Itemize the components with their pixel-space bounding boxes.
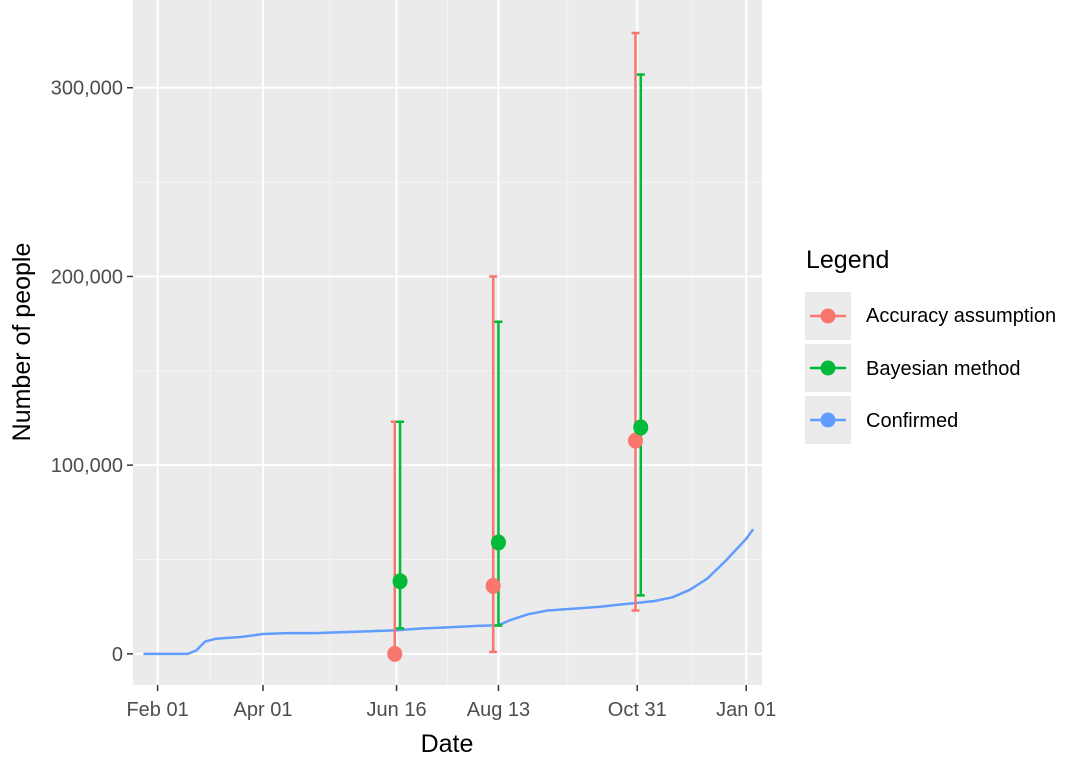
- grid-lines: [133, 0, 762, 685]
- y-tick-label: 300,000: [51, 78, 123, 100]
- x-axis-title: Date: [421, 730, 474, 758]
- series-layer: [143, 31, 755, 662]
- y-tick-label: 200,000: [51, 266, 123, 288]
- legend-key-confirmed-dot: [820, 412, 836, 428]
- y-tick-label: 100,000: [51, 455, 123, 477]
- x-tick-label: Apr 01: [234, 699, 293, 721]
- x-tick-label: Jun 16: [367, 699, 427, 721]
- legend: Legend Accuracy assumption Bayesian meth…: [802, 246, 1089, 450]
- accuracy-point: [387, 645, 403, 662]
- confirmed-line: [143, 528, 755, 656]
- legend-key-accuracy-dot: [820, 308, 836, 324]
- x-tick-label: Aug 13: [467, 699, 530, 721]
- legend-keys: [805, 292, 851, 444]
- x-tick-label: Oct 31: [608, 699, 667, 721]
- y-axis: 0 100,000 200,000 300,000: [51, 78, 133, 666]
- accuracy-point: [485, 577, 501, 594]
- y-axis-title: Number of people: [8, 243, 36, 442]
- legend-label-accuracy: Accuracy assumption: [866, 305, 1056, 327]
- bayesian-point: [633, 419, 649, 436]
- bayesian-point: [490, 534, 506, 551]
- legend-key-bayesian-dot: [820, 360, 836, 376]
- legend-label-confirmed: Confirmed: [866, 410, 958, 432]
- x-axis: Feb 01 Apr 01 Jun 16 Aug 13 Oct 31 Jan 01: [126, 685, 776, 721]
- legend-label-bayesian: Bayesian method: [866, 358, 1021, 380]
- x-tick-label: Jan 01: [716, 699, 776, 721]
- x-tick-label: Feb 01: [126, 699, 188, 721]
- accuracy-point: [627, 432, 643, 449]
- legend-title: Legend: [806, 246, 889, 274]
- bayesian-point: [392, 573, 408, 590]
- y-tick-label: 0: [112, 644, 123, 666]
